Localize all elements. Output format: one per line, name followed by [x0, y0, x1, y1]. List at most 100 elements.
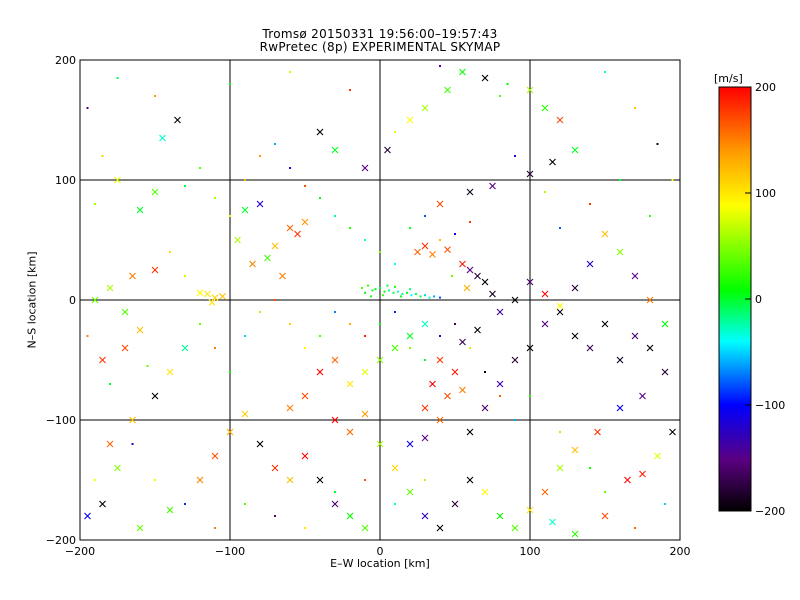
- x-marker: [166, 368, 174, 376]
- x-marker: [346, 428, 354, 436]
- x-marker: [391, 344, 399, 352]
- x-marker: [511, 296, 519, 304]
- x-marker: [463, 284, 471, 292]
- x-marker: [526, 170, 534, 178]
- colorbar-tick-label: 100: [755, 187, 776, 200]
- x-marker: [136, 326, 144, 334]
- x-marker: [361, 164, 369, 172]
- dot-marker: [364, 479, 366, 481]
- x-marker: [346, 512, 354, 520]
- x-marker: [571, 146, 579, 154]
- dot-marker: [424, 359, 426, 361]
- dot-marker: [439, 335, 441, 337]
- x-marker: [526, 86, 534, 94]
- x-marker: [571, 284, 579, 292]
- x-marker: [136, 206, 144, 214]
- x-marker: [571, 446, 579, 454]
- x-marker: [571, 530, 579, 538]
- x-marker: [474, 326, 481, 334]
- x-marker: [481, 404, 489, 412]
- dot-marker: [229, 83, 231, 85]
- x-marker: [549, 518, 556, 526]
- dot-marker: [364, 291, 366, 294]
- y-axis-label: N–S location [km]: [25, 251, 39, 349]
- dot-marker: [439, 65, 441, 67]
- x-marker: [241, 206, 249, 214]
- x-marker: [421, 404, 429, 412]
- x-marker: [106, 284, 114, 292]
- x-marker: [661, 320, 669, 328]
- x-marker: [511, 356, 519, 364]
- dot-marker: [409, 347, 411, 349]
- dot-marker: [289, 167, 291, 169]
- x-marker: [406, 440, 414, 448]
- x-marker: [84, 512, 91, 520]
- dot-marker: [424, 215, 426, 217]
- dot-marker: [259, 311, 261, 313]
- x-marker: [234, 236, 241, 244]
- x-marker: [631, 332, 639, 340]
- dot-marker: [229, 215, 231, 217]
- x-marker: [406, 332, 414, 340]
- x-marker: [421, 242, 429, 250]
- dot-marker: [634, 527, 636, 529]
- x-marker: [496, 512, 504, 520]
- dot-marker: [349, 323, 351, 325]
- x-marker: [466, 188, 474, 196]
- x-marker: [208, 299, 216, 306]
- x-marker: [616, 356, 624, 364]
- x-marker: [571, 332, 579, 340]
- dot-marker: [364, 335, 366, 337]
- x-marker: [496, 380, 504, 388]
- x-marker: [114, 176, 121, 184]
- colorbar-unit-label: [m/s]: [714, 72, 743, 85]
- x-marker: [616, 248, 624, 256]
- dot-marker: [214, 527, 216, 529]
- x-marker: [346, 380, 354, 388]
- x-marker: [286, 476, 294, 484]
- dot-marker: [469, 347, 471, 349]
- x-marker: [226, 428, 234, 436]
- dot-marker: [86, 107, 89, 109]
- dot-marker: [361, 287, 363, 289]
- x-marker: [429, 380, 436, 388]
- dot-marker: [367, 284, 369, 287]
- dot-marker: [514, 155, 516, 157]
- dot-marker: [244, 335, 246, 337]
- x-marker: [301, 392, 309, 400]
- x-marker: [444, 392, 451, 400]
- x-marker: [474, 272, 481, 280]
- x-marker: [601, 512, 609, 520]
- x-marker: [639, 470, 646, 478]
- dot-marker: [409, 227, 411, 229]
- dot-marker: [409, 288, 411, 291]
- dot-marker: [410, 294, 413, 297]
- dot-marker: [439, 296, 441, 299]
- x-marker: [541, 104, 549, 112]
- x-marker: [466, 266, 474, 274]
- dot-marker: [664, 503, 666, 505]
- x-marker: [361, 368, 369, 376]
- dot-marker: [671, 179, 674, 181]
- dot-marker: [451, 275, 453, 277]
- x-marker: [436, 200, 444, 208]
- dot-marker: [454, 323, 456, 325]
- x-marker: [421, 320, 429, 328]
- x-marker: [106, 440, 114, 448]
- dot-marker: [656, 143, 659, 145]
- x-marker: [466, 476, 474, 484]
- x-marker: [376, 356, 384, 364]
- dot-marker: [379, 251, 381, 253]
- x-marker: [406, 116, 414, 124]
- dot-marker: [199, 167, 201, 169]
- dot-marker: [559, 431, 561, 433]
- x-marker: [481, 278, 489, 286]
- x-marker: [241, 410, 249, 418]
- dot-marker: [506, 83, 509, 85]
- dot-marker: [214, 197, 216, 199]
- dot-marker: [514, 419, 516, 421]
- x-marker: [196, 476, 204, 484]
- x-marker: [489, 182, 496, 190]
- x-marker: [361, 410, 369, 418]
